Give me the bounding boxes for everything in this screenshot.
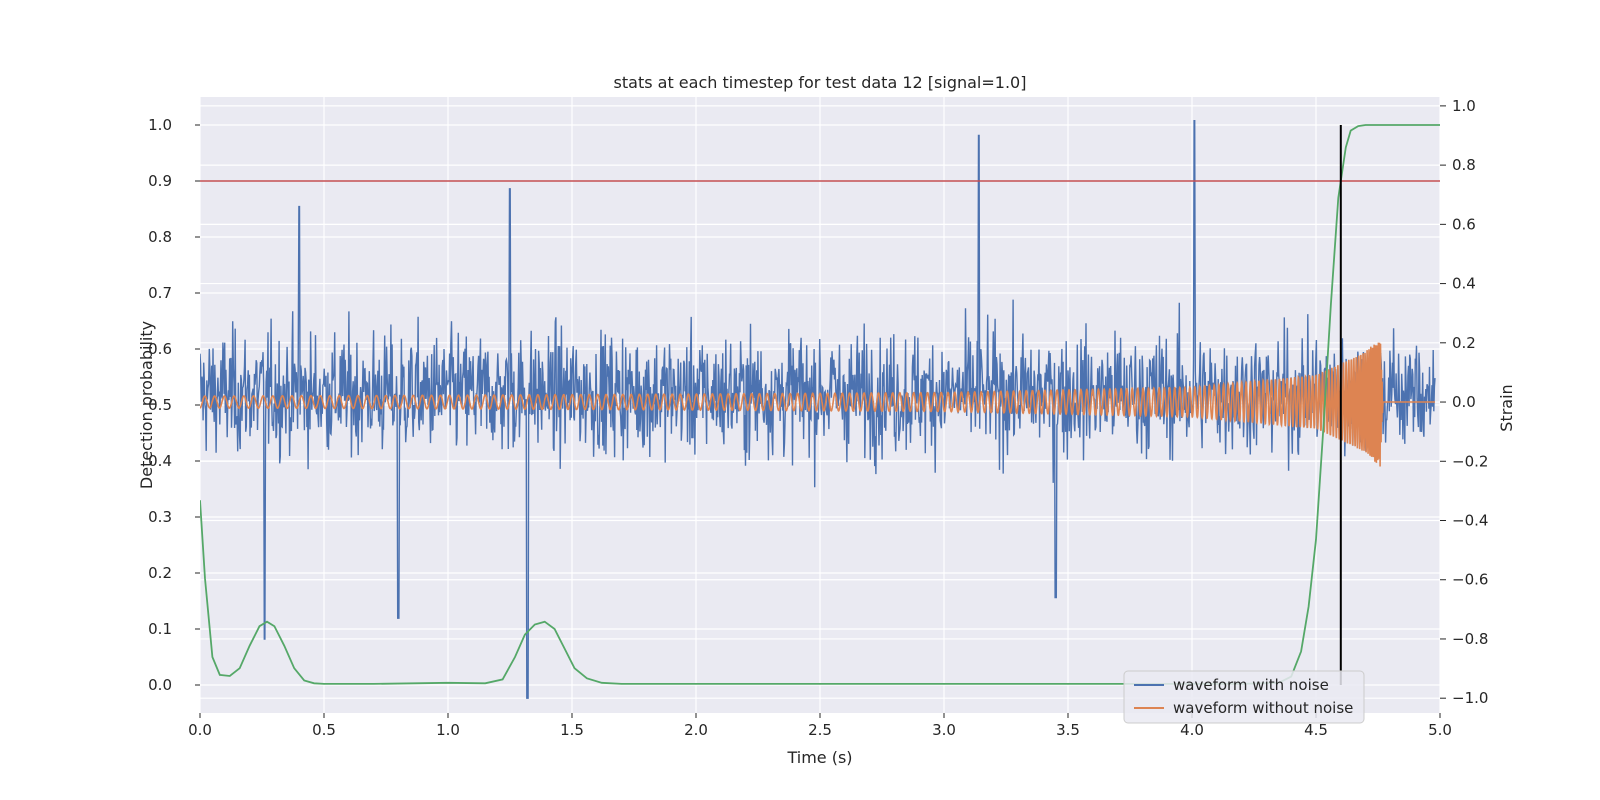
y2-tick-label: 0.6 — [1452, 215, 1476, 233]
x-tick-label: 1.5 — [560, 721, 584, 739]
x-tick-label: 1.0 — [436, 721, 460, 739]
x-tick-label: 0.5 — [312, 721, 336, 739]
x-tick-label: 4.5 — [1304, 721, 1328, 739]
y-tick-label: 0.7 — [148, 284, 172, 302]
y2-tick-label: 0.4 — [1452, 275, 1476, 293]
x-tick-label: 3.0 — [932, 721, 956, 739]
y2-axis-label: Strain — [1497, 384, 1516, 431]
x-tick-label: 3.5 — [1056, 721, 1080, 739]
y-tick-label: 0.4 — [148, 452, 172, 470]
y-tick-label: 1.0 — [148, 116, 172, 134]
y2-tick-label: 1.0 — [1452, 97, 1476, 115]
legend-label-clean: waveform without noise — [1173, 699, 1353, 717]
series-detection-probability — [200, 124, 1440, 685]
ticks: 0.0 0.5 1.0 1.5 2.0 2.5 3.0 3.5 4.0 4.5 5.0 0.0 0.1 0… — [148, 97, 1488, 739]
y2-tick-label: −0.8 — [1452, 630, 1488, 648]
y-tick-label: 0.6 — [148, 340, 172, 358]
y2-tick-label: −0.4 — [1452, 512, 1488, 530]
y2-tick-label: −0.2 — [1452, 452, 1488, 470]
y2-tick-label: 0.0 — [1452, 393, 1476, 411]
legend: waveform with noise waveform without noi… — [1123, 670, 1365, 724]
y2-tick-label: −1.0 — [1452, 689, 1488, 707]
y-tick-label: 0.2 — [148, 564, 172, 582]
y-tick-label: 0.8 — [148, 228, 172, 246]
chart-title: stats at each timestep for test data 12 … — [614, 73, 1027, 92]
y2-tick-label: 0.8 — [1452, 156, 1476, 174]
y-tick-label: 0.3 — [148, 508, 172, 526]
x-tick-label: 2.5 — [808, 721, 832, 739]
legend-box — [1123, 670, 1365, 724]
y-tick-label: 0.9 — [148, 172, 172, 190]
plot-series — [200, 120, 1440, 699]
y2-tick-label: 0.2 — [1452, 334, 1476, 352]
legend-label-noise: waveform with noise — [1173, 676, 1329, 694]
x-tick-label: 0.0 — [188, 721, 212, 739]
y-tick-label: 0.5 — [148, 396, 172, 414]
y-axis-label: Detection probability — [137, 321, 156, 489]
y-tick-label: 0.0 — [148, 676, 172, 694]
x-tick-label: 4.0 — [1180, 721, 1204, 739]
x-axis-label: Time (s) — [786, 748, 852, 767]
x-tick-label: 2.0 — [684, 721, 708, 739]
grid — [199, 97, 1441, 713]
x-tick-label: 5.0 — [1428, 721, 1452, 739]
y2-tick-label: −0.6 — [1452, 571, 1488, 589]
series-waveform-without-noise — [200, 342, 1435, 467]
y-tick-label: 0.1 — [148, 620, 172, 638]
